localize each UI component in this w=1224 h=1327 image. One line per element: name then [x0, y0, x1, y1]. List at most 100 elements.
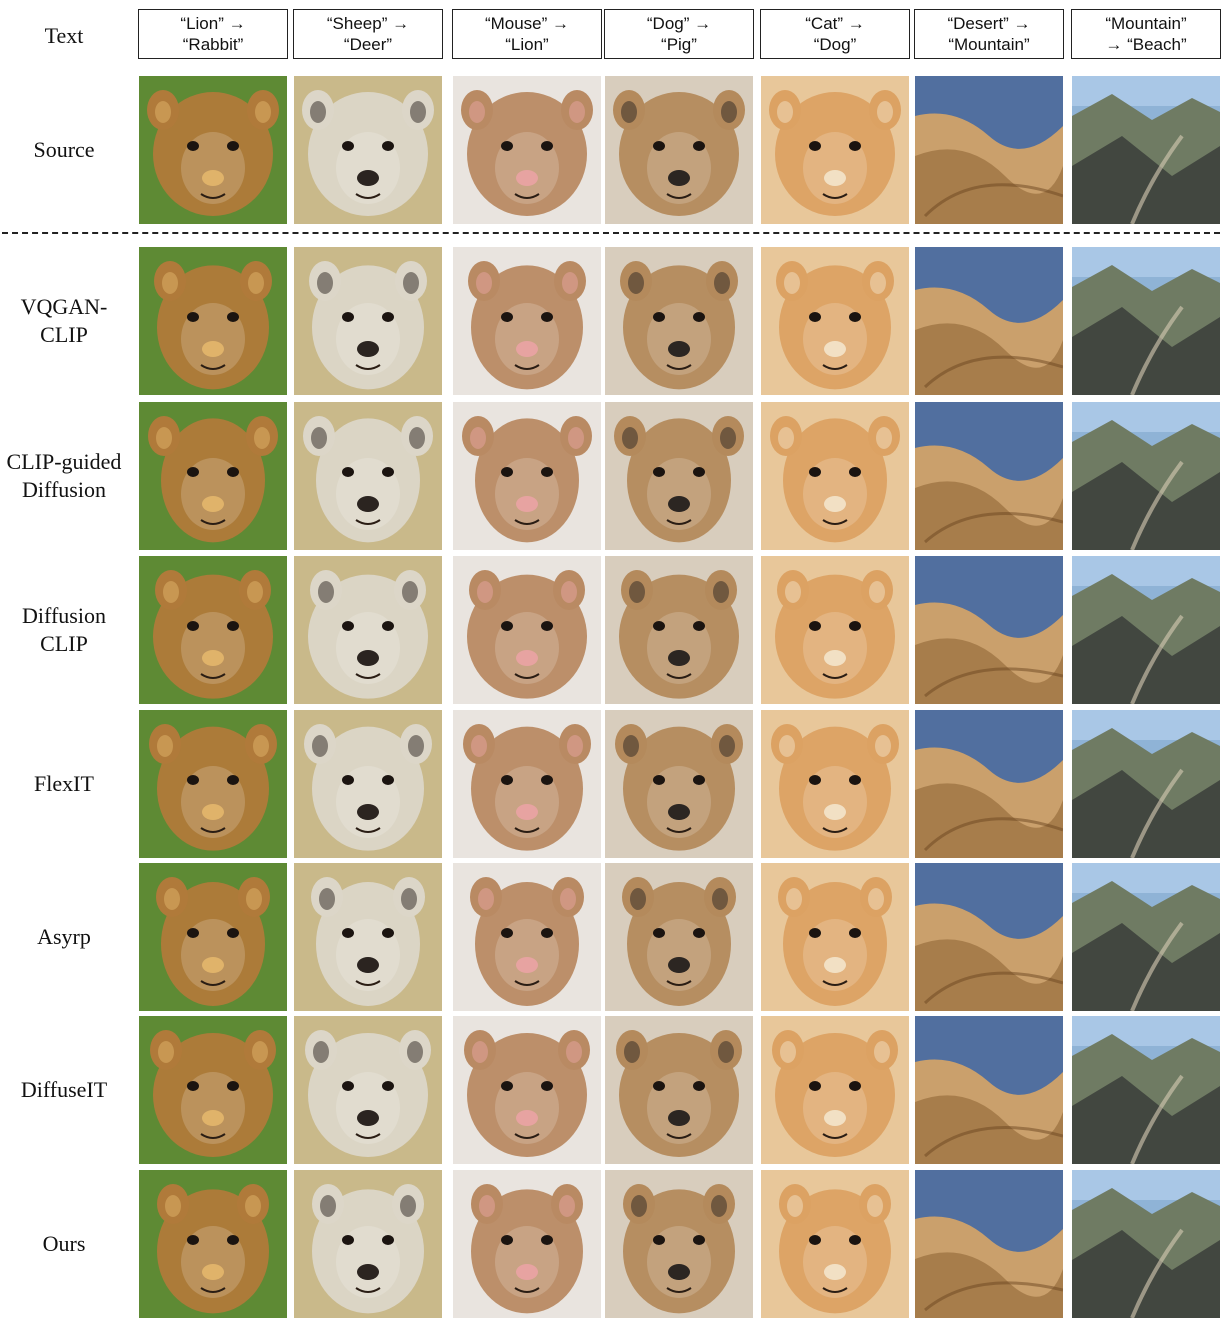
- cell-image: [139, 710, 287, 858]
- image-cell: [294, 76, 442, 224]
- image-cell: [605, 247, 753, 395]
- image-cell: [915, 247, 1063, 395]
- cell-image: [453, 1170, 601, 1318]
- cell-image: [294, 402, 442, 550]
- cell-image: [139, 1170, 287, 1318]
- cell-image: [915, 863, 1063, 1011]
- cell-image: [139, 76, 287, 224]
- cell-image: [453, 556, 601, 704]
- cell-image: [453, 1016, 601, 1164]
- image-cell: [761, 863, 909, 1011]
- cell-image: [1072, 1170, 1220, 1318]
- cell-image: [294, 1170, 442, 1318]
- cell-image: [294, 76, 442, 224]
- image-cell: [1072, 402, 1220, 550]
- row-label: Diffusion CLIP: [22, 603, 106, 656]
- image-cell: [294, 402, 442, 550]
- dashed-divider: [2, 232, 1220, 234]
- cell-image: [605, 76, 753, 224]
- image-cell: [294, 1016, 442, 1164]
- image-cell: [761, 1016, 909, 1164]
- image-cell: [453, 863, 601, 1011]
- cell-image: [761, 710, 909, 858]
- cell-image: [294, 247, 442, 395]
- cell-image: [294, 710, 442, 858]
- cell-image: [139, 863, 287, 1011]
- image-cell: [139, 710, 287, 858]
- prompt-box: “Cat” → “Dog”: [760, 9, 910, 59]
- cell-image: [605, 402, 753, 550]
- prompt-box: “Dog” → “Pig”: [604, 9, 754, 59]
- image-cell: [1072, 1170, 1220, 1318]
- image-cell: [915, 1016, 1063, 1164]
- cell-image: [294, 556, 442, 704]
- prompt-box: “Sheep” → “Deer”: [293, 9, 443, 59]
- cell-image: [605, 1170, 753, 1318]
- cell-image: [139, 247, 287, 395]
- cell-image: [761, 1016, 909, 1164]
- row-label: DiffuseIT: [20, 1077, 108, 1102]
- image-cell: [915, 863, 1063, 1011]
- image-cell: [605, 1170, 753, 1318]
- cell-image: [605, 710, 753, 858]
- image-cell: [294, 1170, 442, 1318]
- cell-image: [761, 556, 909, 704]
- image-cell: [761, 710, 909, 858]
- image-cell: [915, 76, 1063, 224]
- cell-image: [761, 402, 909, 550]
- row-label: FlexIT: [34, 771, 94, 796]
- image-cell: [453, 1016, 601, 1164]
- image-cell: [761, 1170, 909, 1318]
- cell-image: [605, 863, 753, 1011]
- cell-image: [453, 710, 601, 858]
- prompt-box: “Mouse” → “Lion”: [452, 9, 602, 59]
- image-cell: [915, 1170, 1063, 1318]
- image-cell: [1072, 76, 1220, 224]
- image-cell: [139, 556, 287, 704]
- image-cell: [605, 76, 753, 224]
- cell-image: [915, 710, 1063, 858]
- cell-image: [761, 1170, 909, 1318]
- cell-image: [1072, 1016, 1220, 1164]
- image-cell: [761, 556, 909, 704]
- image-cell: [453, 76, 601, 224]
- cell-image: [294, 1016, 442, 1164]
- cell-image: [294, 863, 442, 1011]
- cell-image: [761, 76, 909, 224]
- cell-image: [453, 863, 601, 1011]
- cell-image: [1072, 863, 1220, 1011]
- prompt-box: “Lion” → “Rabbit”: [138, 9, 288, 59]
- image-cell: [761, 76, 909, 224]
- image-cell: [139, 402, 287, 550]
- image-cell: [453, 1170, 601, 1318]
- cell-image: [605, 1016, 753, 1164]
- image-cell: [761, 247, 909, 395]
- cell-image: [1072, 76, 1220, 224]
- cell-image: [139, 1016, 287, 1164]
- image-cell: [915, 710, 1063, 858]
- cell-image: [915, 1016, 1063, 1164]
- row-label: Asyrp: [37, 924, 91, 949]
- cell-image: [139, 556, 287, 704]
- image-cell: [915, 402, 1063, 550]
- image-cell: [605, 556, 753, 704]
- image-cell: [605, 710, 753, 858]
- image-cell: [294, 710, 442, 858]
- image-cell: [453, 710, 601, 858]
- image-cell: [605, 402, 753, 550]
- image-cell: [761, 402, 909, 550]
- image-cell: [453, 556, 601, 704]
- image-cell: [605, 1016, 753, 1164]
- cell-image: [915, 76, 1063, 224]
- cell-image: [453, 76, 601, 224]
- cell-image: [915, 1170, 1063, 1318]
- image-cell: [139, 1170, 287, 1318]
- cell-image: [605, 247, 753, 395]
- image-cell: [139, 76, 287, 224]
- cell-image: [1072, 556, 1220, 704]
- prompt-box: “Mountain” → “Beach”: [1071, 9, 1221, 59]
- image-cell: [139, 863, 287, 1011]
- row-label: CLIP-guided Diffusion: [6, 449, 122, 502]
- row-label: VQGAN- CLIP: [20, 294, 108, 347]
- cell-image: [1072, 402, 1220, 550]
